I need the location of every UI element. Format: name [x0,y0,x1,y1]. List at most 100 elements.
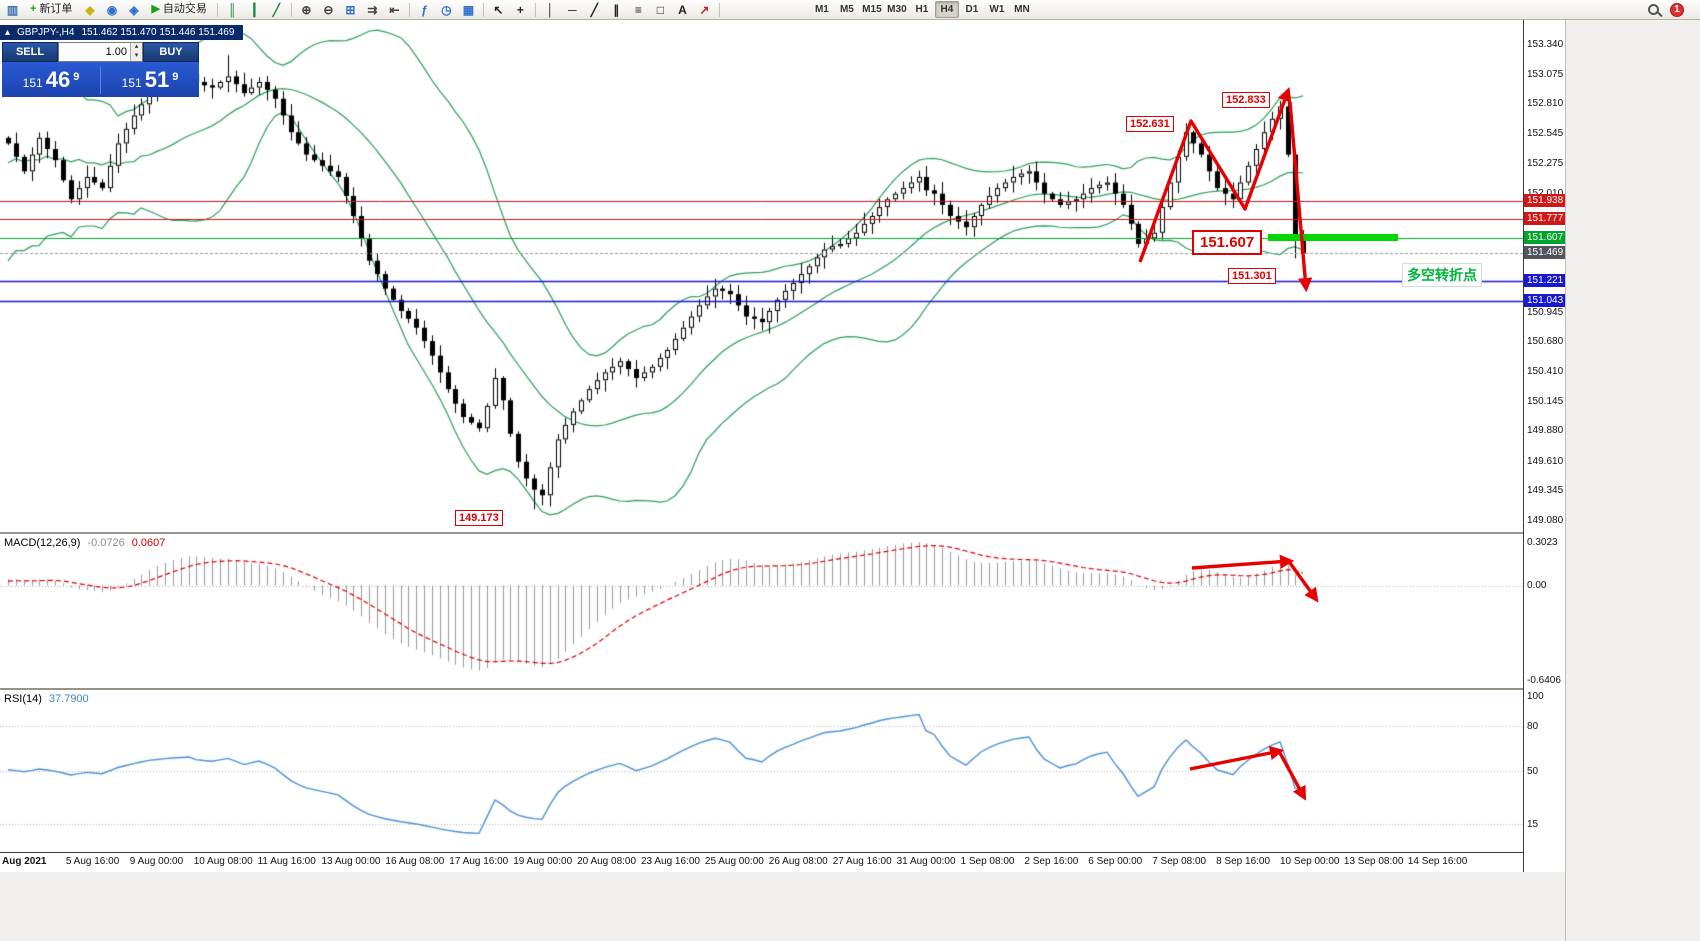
collapse-arrow-icon[interactable]: ▴ [5,27,11,38]
time-axis-label: 17 Aug 16:00 [449,856,509,867]
chart-title-bar: ▴ GBPJPY-,H4 151.462 151.470 151.446 151… [0,25,244,40]
timeframe-mn[interactable]: MN [1010,1,1034,18]
time-axis-label: 19 Aug 00:00 [513,856,573,867]
rsi-axis-label: 80 [1527,721,1539,732]
charts-window-icon[interactable]: ▥ [2,1,23,19]
crosshair-icon: + [516,2,524,17]
fibonacci-icon[interactable]: ≡ [628,1,649,19]
equidistant-channel-icon[interactable]: ∥ [606,1,627,19]
price-callout[interactable]: 152.833 [1222,92,1270,108]
time-axis-label: 5 Aug 16:00 [65,856,120,867]
volume-down-icon[interactable]: ▾ [131,52,142,61]
chart-shift-icon: ⇤ [389,2,400,17]
navigator-icon[interactable]: ◈ [123,1,144,19]
time-axis-label: 8 Sep 16:00 [1216,856,1271,867]
volume-stepper[interactable]: 1.00 ▴ ▾ [58,42,143,62]
horizontal-line-icon: ─ [568,2,577,17]
periods-icon: ◷ [441,2,452,17]
time-axis[interactable]: Aug 2021 5 Aug 16:00 9 Aug 00:00 10 Aug 08:… [0,852,1565,872]
candlestick-chart-icon[interactable]: ┃ [244,1,265,19]
timeframe-h1[interactable]: H1 [910,1,934,18]
navigator-icon: ◈ [129,2,139,17]
bar-chart-icon: ║ [228,2,237,17]
macd-name: MACD(12,26,9) [4,537,81,549]
rsi-axis-label: 50 [1527,766,1539,777]
price-callout[interactable]: 149.173 [455,510,503,526]
time-axis-label: 25 Aug 00:00 [704,856,764,867]
timeframe-m15[interactable]: M15 [860,1,884,18]
timeframe-m1[interactable]: M1 [810,1,834,18]
shapes-icon[interactable]: □ [650,1,671,19]
text-label-icon[interactable]: A [672,1,693,19]
indicators-icon[interactable]: ƒ [414,1,435,19]
sell-button[interactable]: SELL [2,42,58,62]
price-callout[interactable]: 151.607 [1192,230,1263,255]
macd-canvas[interactable] [0,534,1523,688]
cursor-icon[interactable]: ↖ [488,1,509,19]
periods-icon[interactable]: ◷ [436,1,457,19]
metaeditor-icon: ◆ [85,2,95,17]
new-order-icon: + [30,3,37,15]
price-tag: 151.469 [1524,246,1565,260]
volume-up-icon[interactable]: ▴ [131,43,142,52]
arrow-objects-icon[interactable]: ↗ [694,1,715,19]
rsi-indicator-label: RSI(14) 37.7900 [4,693,89,705]
buy-price-big-figure: 151 [121,75,142,90]
templates-icon[interactable]: ▦ [458,1,479,19]
main-chart-canvas[interactable] [0,20,1523,532]
timeframe-h4[interactable]: H4 [934,1,959,18]
turning-point-label[interactable]: 多空转折点 [1402,263,1482,287]
macd-axis-label: 0.00 [1527,579,1547,591]
chart-shift-icon[interactable]: ⇤ [384,1,405,19]
price-axis-label: 153.340 [1527,39,1564,50]
timeframe-m5[interactable]: M5 [835,1,859,18]
rsi-name: RSI(14) [4,693,42,705]
price-callout[interactable]: 151.301 [1228,268,1276,284]
time-axis-label: 16 Aug 08:00 [385,856,445,867]
timeframe-w1[interactable]: W1 [985,1,1009,18]
highlight-line[interactable] [1268,234,1398,241]
one-click-trading-panel: SELL 1.00 ▴ ▾ BUY 151 46 9 151 51 9 [2,42,199,97]
market-watch-icon[interactable]: ◉ [101,1,122,19]
buy-button[interactable]: BUY [143,42,199,62]
price-tag: 151.043 [1524,294,1565,308]
auto-scroll-icon[interactable]: ⇉ [362,1,383,19]
price-axis-label: 150.945 [1527,306,1564,318]
line-chart-icon[interactable]: ╱ [266,1,287,19]
toolbar-separator [216,2,218,17]
auto-scroll-icon: ⇉ [367,2,378,17]
toolbar-separator [290,2,292,17]
zoom-in-icon[interactable]: ⊕ [296,1,317,19]
search-icon[interactable] [1648,4,1659,15]
auto-trading-button[interactable]: ▶ 自动交易 [145,1,212,19]
crosshair-icon[interactable]: + [510,1,531,19]
horizontal-line-icon[interactable]: ─ [562,1,583,19]
new-order-button[interactable]: + 新订单 [24,1,78,19]
trendline-icon[interactable]: ╱ [584,1,605,19]
timeframe-group: M1 M5 M15 M30 H1 H4 D1 W1 MN [810,1,1034,18]
rsi-canvas[interactable] [0,690,1523,852]
buy-price-pips: 51 [144,66,170,92]
notification-badge[interactable]: 1 [1670,2,1684,17]
toolbar-separator [482,2,484,17]
vertical-line-icon[interactable]: │ [540,1,561,19]
market-watch-icon: ◉ [106,2,118,17]
bar-chart-icon[interactable]: ║ [222,1,243,19]
zoom-out-icon[interactable]: ⊖ [318,1,339,19]
metaeditor-icon[interactable]: ◆ [79,1,100,19]
price-axis-label: 152.545 [1527,127,1564,139]
toolbar-separator [534,2,536,17]
volume-value: 1.00 [105,46,127,58]
buy-price[interactable]: 151 51 9 [101,67,199,93]
timeframe-d1[interactable]: D1 [960,1,984,18]
price-axis[interactable]: 153.340 153.075 152.810 152.545 152.275 152.0… [1523,20,1565,872]
price-divider [100,65,101,94]
price-callout[interactable]: 152.631 [1126,116,1174,132]
panel-separator[interactable] [0,688,1565,690]
macd-axis-label: 0.3023 [1527,537,1558,548]
sell-price[interactable]: 151 46 9 [2,67,100,93]
panel-separator[interactable] [0,532,1565,534]
tile-windows-icon[interactable]: ⊞ [340,1,361,19]
price-axis-label: 150.410 [1527,366,1564,378]
timeframe-m30[interactable]: M30 [885,1,909,18]
